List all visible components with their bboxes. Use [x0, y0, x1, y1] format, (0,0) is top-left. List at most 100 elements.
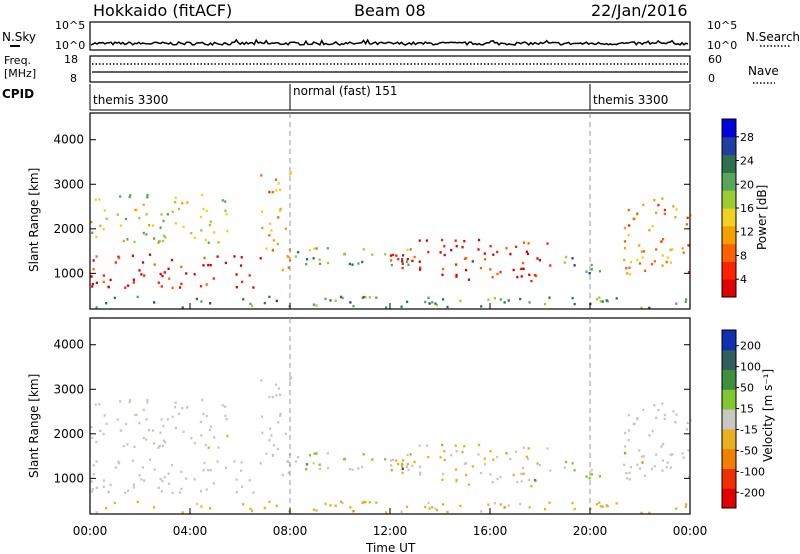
- power-cell: [135, 208, 138, 212]
- power-cell: [277, 216, 280, 219]
- power-cell: [193, 273, 196, 276]
- power-cell: [141, 261, 145, 264]
- velocity-colorbar: 200 100 50 15 -15 -50 -100 -200: [721, 329, 765, 509]
- velocity-cell: [684, 505, 687, 508]
- power-cell: [526, 252, 529, 256]
- velocity-cell: [565, 460, 568, 464]
- velocity-cell: [528, 478, 531, 481]
- power-cell: [224, 261, 227, 265]
- power-cell: [427, 296, 430, 299]
- power-cell: [158, 239, 161, 243]
- power-cell: [675, 208, 678, 211]
- power-cell: [168, 277, 171, 280]
- velocity-cell: [117, 460, 120, 463]
- power-cell: [148, 224, 151, 227]
- power-cell: [252, 286, 255, 289]
- power-cell: [434, 302, 437, 305]
- velocity-cell: [158, 444, 161, 448]
- power-cell: [477, 238, 481, 242]
- velocity-cell: [159, 431, 162, 434]
- power-cell: [268, 234, 271, 237]
- power-cell: [528, 301, 531, 304]
- velocity-cell: [201, 398, 204, 402]
- velocity-cell: [642, 455, 645, 458]
- power-cell: [272, 239, 275, 242]
- power-cell: [548, 296, 551, 299]
- cpid-mode-label: normal (fast) 151: [293, 84, 397, 98]
- velocity-cell: [260, 379, 263, 382]
- nave-tick-bottom: 0: [708, 72, 715, 85]
- velocity-cell: [240, 469, 243, 472]
- power-cell: [665, 260, 668, 264]
- power-cell: [544, 302, 547, 306]
- velocity-cell: [91, 436, 94, 439]
- power-cell: [268, 190, 271, 194]
- power-cell: [400, 305, 403, 308]
- power-cell: [623, 240, 627, 243]
- power-cell: [195, 297, 198, 301]
- velocity-cell: [439, 456, 442, 459]
- velocity-cell: [686, 421, 689, 425]
- colorbar-segment: [722, 225, 736, 245]
- velocity-cell: [297, 456, 300, 459]
- velocity-cell: [195, 502, 198, 506]
- velocity-cell: [145, 418, 148, 421]
- velocity-cell: [657, 408, 660, 412]
- velocity-cell: [339, 500, 343, 504]
- power-cell: [496, 250, 499, 254]
- power-cell: [483, 252, 486, 255]
- velocity-cell: [463, 462, 466, 465]
- velocity-cell: [142, 436, 145, 440]
- velocity-cell: [499, 475, 502, 479]
- power-colorbar: 28 24 20 16 12 8 4: [721, 118, 754, 298]
- velocity-cell: [204, 443, 207, 447]
- power-cell: [339, 295, 343, 299]
- velocity-cell: [435, 508, 439, 512]
- velocity-cell: [242, 503, 245, 506]
- velocity-cell: [455, 450, 458, 453]
- velocity-cell: [224, 414, 227, 417]
- velocity-cell: [636, 417, 639, 421]
- velocity-cell: [352, 510, 355, 513]
- power-cell: [248, 274, 251, 277]
- power-cell: [103, 209, 106, 212]
- velocity-cell: [127, 489, 130, 492]
- velocity-cell: [655, 416, 658, 419]
- velocity-cell: [329, 504, 332, 507]
- velocity-cell: [212, 482, 215, 485]
- velocity-cell: [546, 447, 549, 450]
- velocity-cell: [318, 463, 321, 466]
- power-cell: [225, 213, 228, 216]
- velocity-cell: [509, 457, 512, 461]
- power-cell: [477, 248, 480, 251]
- velocity-cell: [496, 477, 499, 481]
- velocity-cell: [627, 439, 630, 442]
- power-cell: [443, 245, 446, 248]
- power-cell: [91, 285, 94, 288]
- power-cell: [455, 263, 458, 266]
- power-cell: [640, 306, 643, 310]
- velocity-panel-frame: [89, 317, 691, 515]
- velocity-cell: [209, 469, 212, 472]
- velocity-cell: [276, 447, 279, 451]
- velocity-cell: [455, 468, 458, 471]
- power-cell: [441, 273, 444, 276]
- velocity-cell: [269, 427, 272, 430]
- power-cell: [308, 249, 312, 252]
- velocity-cell: [132, 483, 135, 486]
- power-cell: [549, 264, 552, 267]
- velocity-cell: [163, 439, 166, 442]
- velocity-cell: [672, 410, 675, 413]
- power-cell: [467, 278, 471, 281]
- power-cell: [265, 247, 268, 250]
- power-cell: [397, 257, 400, 261]
- power-cell: [585, 270, 588, 273]
- velocity-cell: [124, 491, 127, 494]
- power-cell: [159, 226, 162, 229]
- power-cell: [250, 304, 254, 308]
- velocity-cell: [530, 484, 533, 488]
- power-cell: [660, 240, 663, 243]
- velocity-cell: [477, 453, 480, 456]
- power-cell: [209, 302, 212, 305]
- colorbar-segment: [722, 279, 736, 298]
